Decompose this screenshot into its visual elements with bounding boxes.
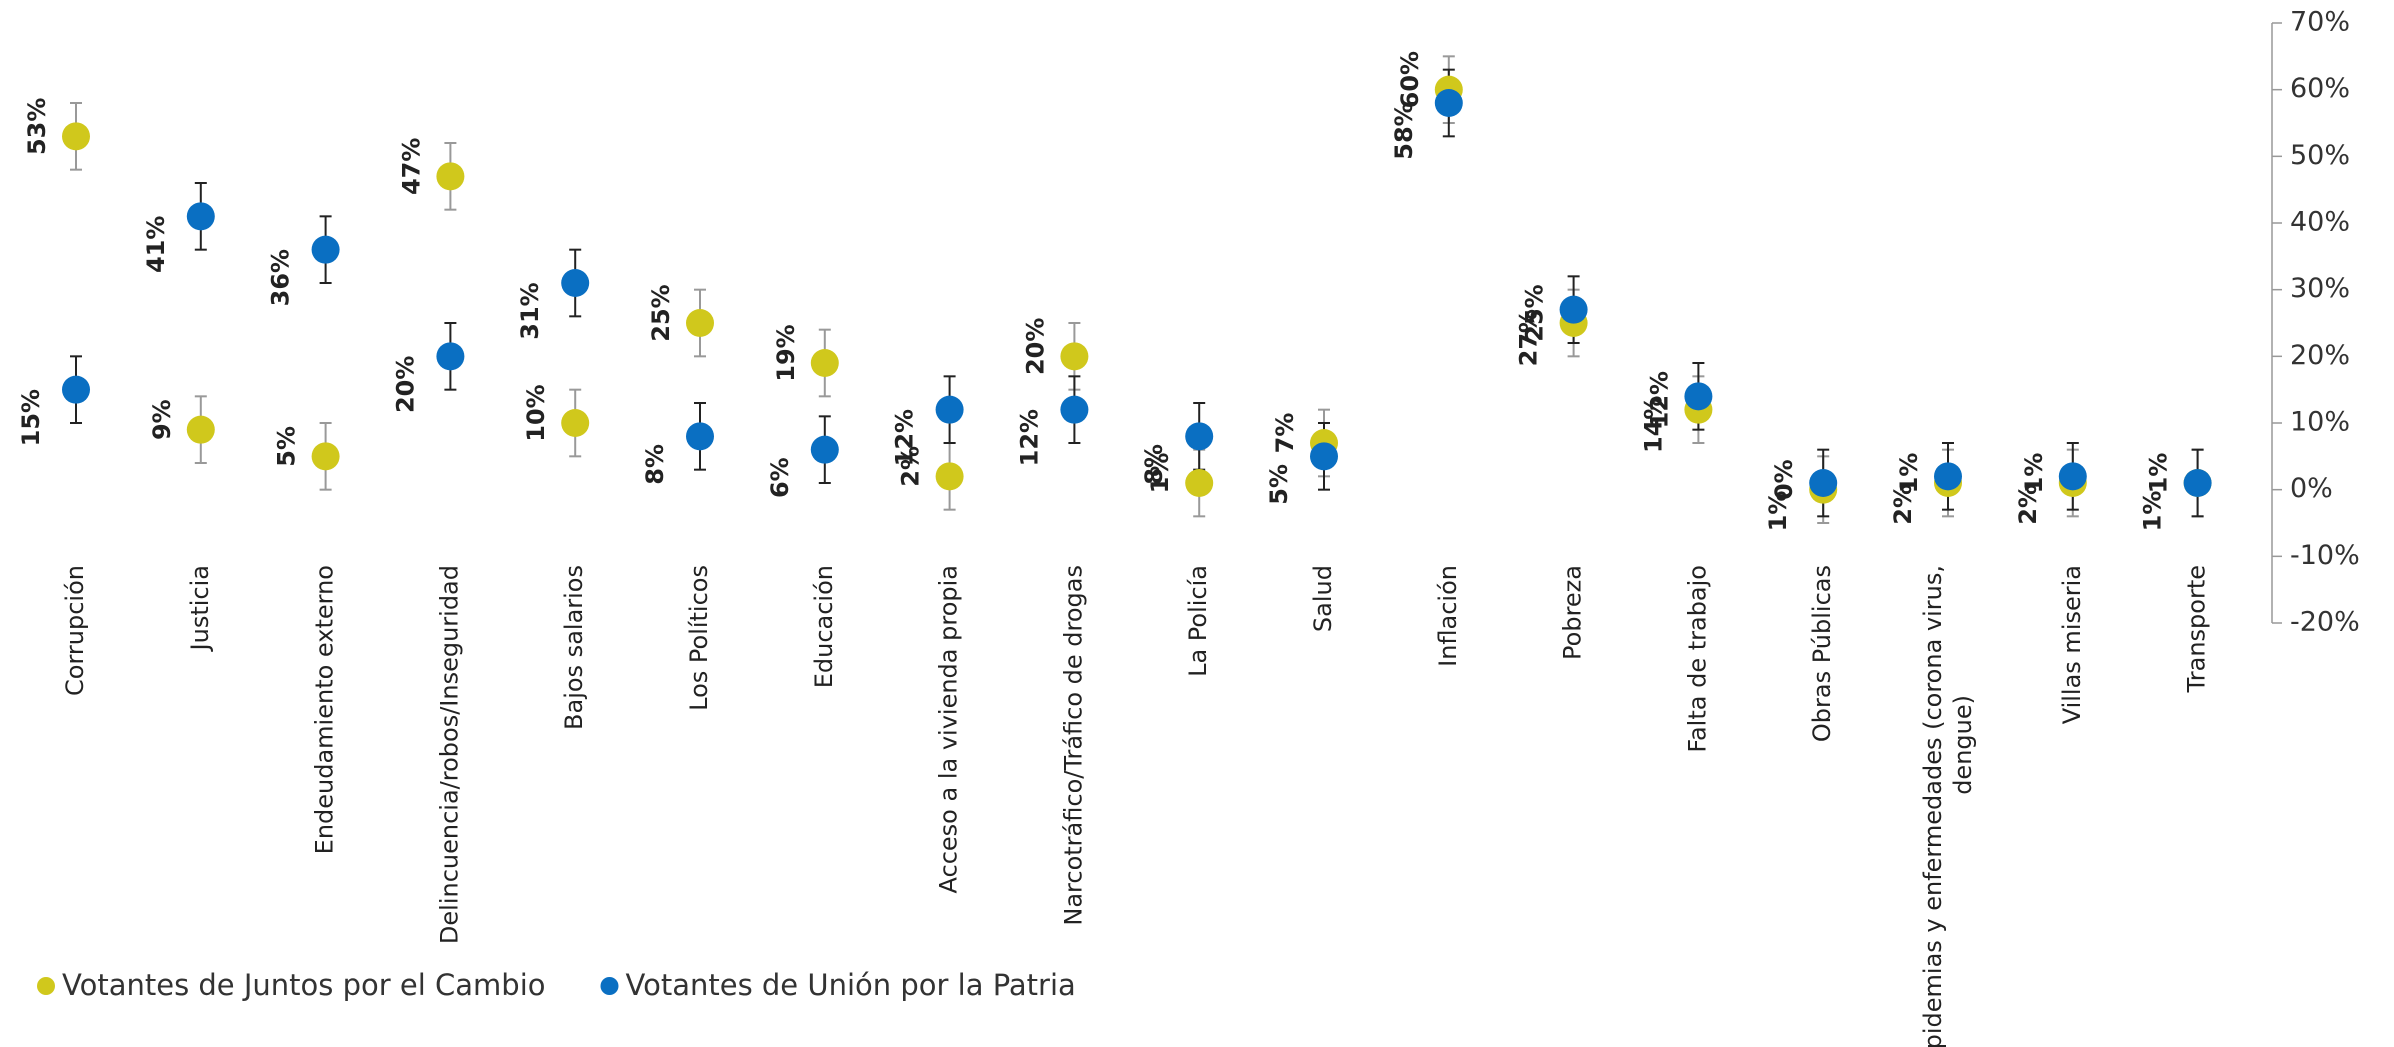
x-tick-label: Obras Públicas: [1808, 565, 1836, 742]
y-tick-label: 50%: [2290, 140, 2350, 171]
dot: [1060, 395, 1089, 424]
dot: [1934, 462, 1962, 491]
dot: [935, 395, 964, 424]
value-label: 25%: [1521, 284, 1549, 341]
legend-swatch: [600, 977, 619, 995]
value-label: 31%: [516, 282, 544, 339]
dot: [436, 162, 465, 191]
value-label: 8%: [1140, 444, 1168, 485]
y-tick-label: 60%: [2290, 73, 2350, 104]
x-tick-label: Pobreza: [1559, 565, 1587, 660]
x-tick-label: Bajos salarios: [560, 565, 588, 730]
dot: [686, 309, 714, 337]
value-label: 12%: [1015, 409, 1043, 466]
dot: [1185, 422, 1214, 451]
dot: [1185, 469, 1214, 497]
value-label: 2%: [2014, 484, 2042, 525]
x-tick-label: Delincuencia/robos/Inseguridad: [435, 565, 463, 944]
value-label: 1%: [1764, 491, 1792, 532]
x-tick-label: Inflación: [1434, 565, 1462, 667]
value-label: 5%: [1265, 464, 1293, 505]
value-label: 1%: [2145, 453, 2173, 494]
value-label: 53%: [23, 98, 51, 155]
y-tick-label: 10%: [2290, 407, 2350, 438]
value-label: 6%: [766, 457, 794, 498]
x-tick-label: Narcotráfico/Tráfico de drogas: [1059, 565, 1087, 926]
dot: [935, 462, 964, 491]
x-tick-label: Acceso a la vivienda propia: [935, 565, 963, 893]
y-tick-label: 30%: [2290, 273, 2350, 304]
value-label: 41%: [142, 216, 170, 273]
value-label: 20%: [1021, 318, 1049, 375]
dot: [686, 422, 714, 451]
x-tick-label: Los Políticos: [685, 565, 713, 711]
x-tick-label: Transporte: [2183, 565, 2211, 693]
value-label: 1%: [1895, 453, 1923, 494]
dot: [62, 122, 90, 151]
value-label: 27%: [1515, 309, 1543, 366]
dot: [2183, 469, 2212, 497]
y-tick-label: 20%: [2290, 340, 2350, 371]
dot: [1310, 442, 1338, 471]
value-label: 9%: [148, 399, 176, 440]
x-tick-label: Epidemias y enfermedades (corona virus,d…: [1919, 565, 1977, 1047]
value-label: 1%: [1146, 453, 1174, 494]
y-tick-label: 70%: [2290, 7, 2350, 38]
x-tick-label: Falta de trabajo: [1683, 565, 1711, 753]
value-label: 14%: [1639, 396, 1667, 453]
legend-label: Votantes de Unión por la Patria: [626, 968, 1076, 1002]
value-label: 8%: [641, 444, 669, 485]
value-label: 1%: [2139, 491, 2167, 532]
x-tick-label: Endeudamiento externo: [311, 565, 339, 854]
y-tick-label: 0%: [2290, 473, 2333, 504]
value-label: 0%: [1770, 459, 1798, 500]
value-label: 36%: [267, 249, 295, 306]
x-tick-label: Villas miseria: [2058, 565, 2086, 724]
x-tick-label: Justicia: [186, 565, 214, 652]
dot: [2058, 462, 2087, 491]
value-label: 20%: [391, 356, 419, 413]
dot: [810, 435, 839, 464]
x-tick-label: Educación: [810, 565, 838, 688]
dot: [311, 442, 340, 471]
dot: [1809, 469, 1838, 497]
dot: [62, 375, 90, 404]
dot: [561, 409, 590, 437]
legend-swatch: [37, 977, 55, 995]
value-label: 7%: [1271, 413, 1299, 454]
value-label: 47%: [397, 138, 425, 195]
x-tick-label: Corrupción: [61, 565, 89, 696]
value-label: 60%: [1396, 51, 1424, 108]
value-label: 19%: [772, 324, 800, 381]
dot: [561, 269, 590, 297]
value-label: 10%: [522, 384, 550, 441]
dot: [1559, 295, 1588, 324]
value-label: 2%: [1889, 484, 1917, 525]
dot: [186, 415, 215, 444]
y-tick-label: 40%: [2290, 207, 2350, 238]
y-tick-label: -20%: [2290, 607, 2360, 638]
value-label: 1%: [2020, 453, 2048, 494]
value-label: 12%: [1645, 371, 1673, 428]
value-label: 5%: [273, 426, 301, 467]
dot: [1684, 382, 1713, 411]
x-tick-label: Salud: [1309, 565, 1337, 632]
dot: [436, 342, 465, 371]
dot: [186, 202, 215, 231]
dot: [1060, 342, 1089, 371]
dot: [1434, 89, 1463, 117]
value-label: 15%: [17, 389, 45, 446]
value-label: 58%: [1390, 102, 1418, 159]
dot: [810, 349, 839, 377]
value-label: 12%: [891, 409, 919, 466]
dot: [311, 235, 340, 264]
value-label: 25%: [647, 284, 675, 341]
value-label: 2%: [897, 446, 925, 487]
y-tick-label: -10%: [2290, 540, 2360, 571]
x-tick-label: La Policía: [1184, 565, 1212, 677]
legend-label: Votantes de Juntos por el Cambio: [62, 968, 546, 1002]
